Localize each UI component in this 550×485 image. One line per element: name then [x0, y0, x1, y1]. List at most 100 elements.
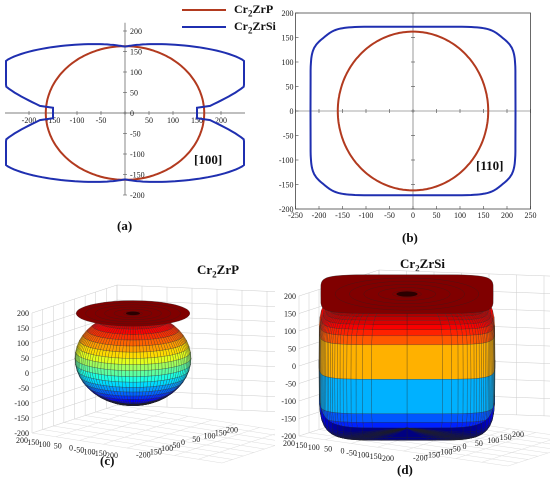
floor-grid [221, 445, 275, 464]
surface-patch [147, 369, 152, 377]
x-tick-label: 50 [433, 211, 441, 220]
surface-patch [144, 370, 149, 377]
x-tick-label: 150 [478, 211, 490, 220]
surface-patch [356, 422, 364, 429]
surface-patch [332, 343, 336, 379]
z-tick-label: -150 [281, 415, 296, 424]
x-tick-label: -50 [96, 116, 107, 125]
surface-patch [117, 376, 123, 383]
y-tick-label: 200 [512, 430, 524, 439]
y-tick-label: 150 [130, 48, 142, 57]
floor-grid [481, 439, 550, 463]
surface-patch [150, 357, 156, 365]
surface-patch [351, 329, 358, 336]
z-tick-label: -200 [281, 432, 296, 441]
surface-patch [132, 391, 137, 397]
surface-patch [462, 378, 468, 414]
surface-patch [121, 351, 127, 359]
cap-ring [113, 309, 153, 318]
x-tick-label: 200 [215, 116, 227, 125]
surface-patch [132, 382, 137, 388]
surface-patch [441, 413, 452, 423]
surface-patch [442, 344, 452, 380]
surface-patch [125, 370, 130, 377]
surface-patch [466, 413, 471, 423]
surface-patch [139, 381, 145, 388]
surface-patch [375, 313, 408, 317]
surface-patch [132, 376, 137, 383]
surface-patch [135, 395, 140, 400]
surface-patch [346, 378, 352, 414]
surface-patch [328, 377, 331, 413]
panel-label-a: (a) [117, 218, 133, 233]
surface-patch [470, 334, 475, 345]
x-tick-label: -50 [346, 448, 357, 457]
surface-patch [132, 339, 137, 347]
y-tick-label: 100 [282, 58, 294, 67]
y-tick-label: 150 [282, 34, 294, 43]
surface-patch [481, 342, 484, 379]
surface-patch [158, 368, 163, 376]
z-tick-label: -150 [14, 414, 29, 423]
surface-patch [457, 344, 464, 380]
surface-patch [136, 376, 141, 383]
surface-patch [473, 343, 477, 379]
floor-grid [116, 404, 275, 431]
x-tick-label: 0 [411, 211, 415, 220]
chart-title-d: Cr2ZrSi [400, 256, 445, 274]
surface-patch [114, 363, 119, 371]
surface-patch [143, 351, 148, 359]
x-tick-label: -200 [103, 451, 118, 460]
surface-patch [173, 360, 177, 368]
surface-patch [114, 357, 119, 365]
z-tick-label: 50 [288, 345, 296, 354]
surface-patch [135, 334, 140, 341]
surface-patch [132, 399, 136, 403]
surface-patch [362, 329, 373, 336]
surface-patch [129, 395, 134, 400]
floor-grid [507, 452, 550, 467]
surface-patch [470, 378, 475, 414]
surface-patch [129, 334, 134, 341]
surface-patch [91, 366, 96, 374]
z-tick-label: 0 [25, 369, 29, 378]
surface-patch [129, 345, 134, 353]
surface-patch [462, 335, 468, 345]
surface-patch [343, 335, 348, 345]
x-tick-label: 200 [283, 439, 295, 448]
surface-patch [143, 357, 149, 365]
surface-patch [362, 422, 373, 429]
surface-patch [132, 358, 137, 365]
surface-patch [356, 329, 364, 336]
surface-patch [374, 316, 408, 321]
surface-patch [151, 363, 156, 371]
surface-patch [450, 329, 458, 336]
z-tick-label: -100 [14, 399, 29, 408]
z-tick-label: -100 [281, 397, 296, 406]
surface-patch [107, 369, 112, 376]
surface-patch [406, 379, 443, 414]
surface-patch [143, 381, 148, 388]
surface-patch [147, 363, 152, 371]
surface-patch [457, 335, 464, 345]
surface-d [318, 274, 496, 441]
surface-patch [117, 370, 122, 377]
surface-patch [441, 329, 452, 336]
x-tick-label: -150 [92, 449, 107, 458]
y-tick-label: 200 [226, 425, 238, 434]
floor-grid [85, 415, 275, 446]
y-tick-label: -100 [279, 156, 294, 165]
surface-patch [451, 344, 459, 380]
surface-patch [462, 431, 471, 434]
surface-patch [100, 362, 105, 370]
floor-grid [198, 433, 275, 460]
surface-patch [132, 387, 137, 393]
surface-patch [350, 413, 357, 423]
surface-patch [350, 378, 357, 414]
surface-patch [103, 362, 108, 370]
surface-patch [125, 364, 130, 371]
surface-patch [451, 427, 464, 433]
surface-patch [125, 351, 130, 359]
surface-patch [466, 335, 471, 345]
